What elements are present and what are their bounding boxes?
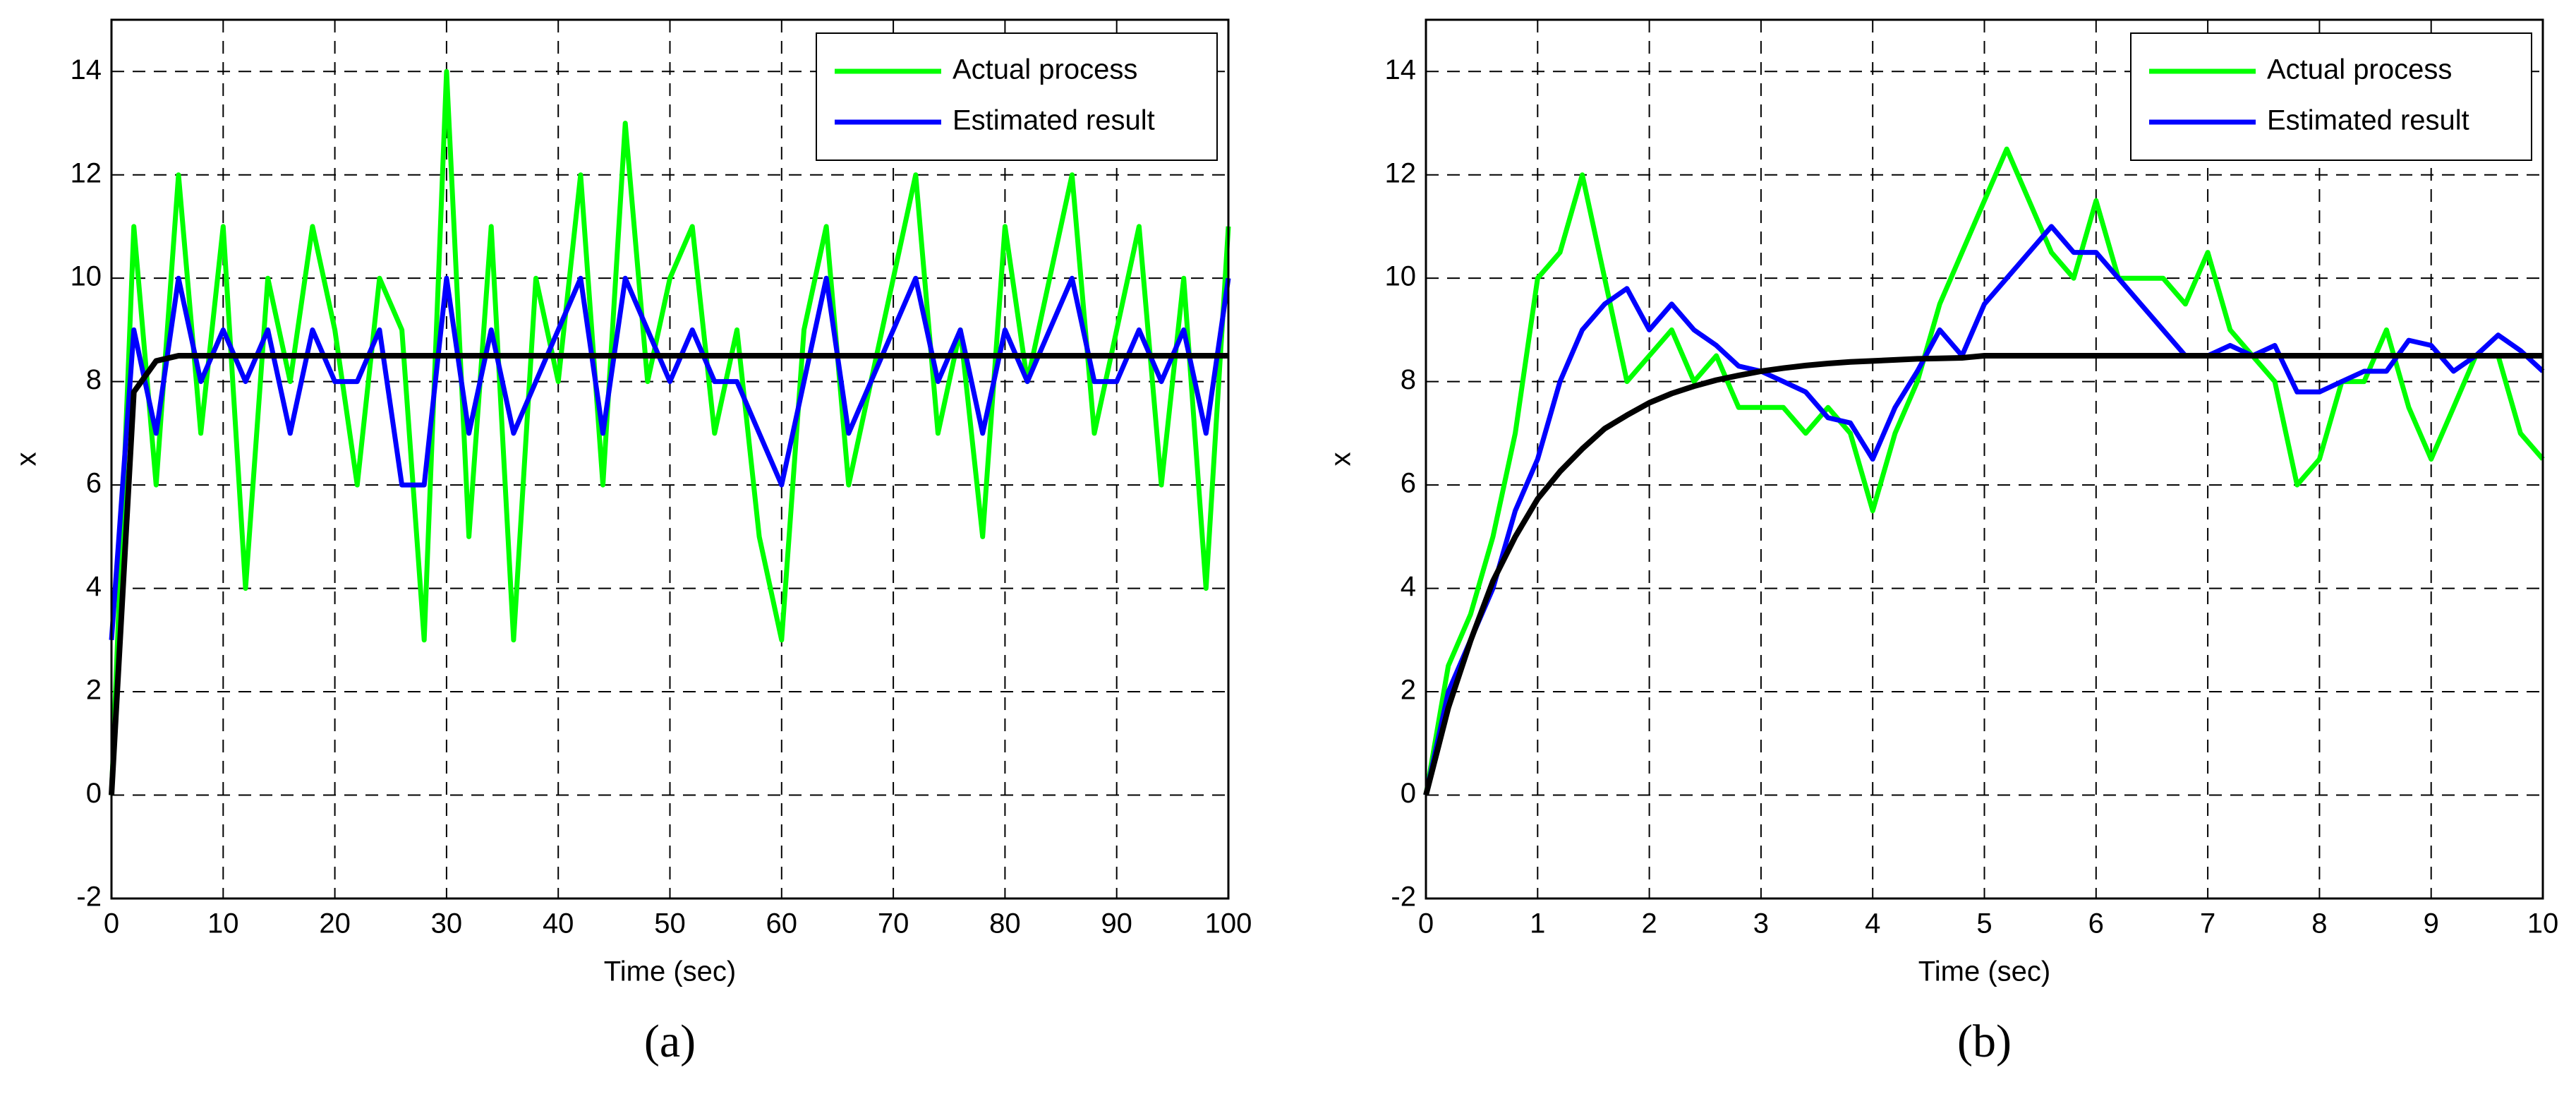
x-tick-label: 40 [543, 908, 574, 939]
x-tick-label: 9 [2424, 908, 2439, 939]
legend-label: Estimated result [2267, 105, 2469, 136]
x-tick-label: 30 [431, 908, 463, 939]
y-tick-label: -2 [1391, 882, 1416, 913]
y-tick-label: 0 [1401, 778, 1416, 809]
series-line [1423, 353, 2543, 796]
y-tick-label: 12 [71, 157, 102, 188]
x-tick-label: 70 [878, 908, 909, 939]
x-tick-label: 50 [654, 908, 686, 939]
y-tick-label: 12 [1385, 157, 1417, 188]
x-tick-label: 2 [1641, 908, 1657, 939]
y-tick-label: 4 [1401, 571, 1416, 602]
x-axis-label: Time (sec) [1918, 956, 2050, 987]
series-line [1423, 224, 2545, 796]
x-tick-label: 60 [766, 908, 798, 939]
legend-label: Estimated result [953, 105, 1155, 136]
y-axis-label: x [1326, 452, 1357, 467]
x-tick-label: 80 [989, 908, 1021, 939]
series-line [109, 68, 1231, 795]
y-tick-label: 14 [1385, 54, 1417, 85]
x-tick-label: 20 [319, 908, 351, 939]
legend-label: Actual process [953, 54, 1137, 85]
y-tick-label: 10 [1385, 261, 1417, 292]
x-tick-label: 10 [2527, 908, 2559, 939]
panel-label: (a) [644, 1016, 696, 1067]
x-tick-label: 100 [1205, 908, 1252, 939]
y-tick-label: 10 [71, 261, 102, 292]
y-tick-label: -2 [76, 882, 102, 913]
y-tick-label: 8 [86, 364, 102, 395]
x-tick-label: 8 [2311, 908, 2327, 939]
x-tick-label: 7 [2200, 908, 2215, 939]
y-tick-label: 0 [86, 778, 102, 809]
x-tick-label: 5 [1976, 908, 1992, 939]
x-axis-label: Time (sec) [604, 956, 736, 987]
y-tick-label: 8 [1401, 364, 1416, 395]
legend-box [2130, 32, 2532, 161]
x-tick-label: 90 [1101, 908, 1132, 939]
x-tick-label: 4 [1865, 908, 1880, 939]
series-line [1423, 146, 2545, 796]
plot-frame [110, 18, 1230, 900]
y-axis-label: x [11, 452, 42, 467]
legend-label: Actual process [2267, 54, 2452, 85]
x-tick-label: 0 [1418, 908, 1434, 939]
legend-box [816, 32, 1218, 161]
series-line [109, 275, 1231, 641]
y-tick-label: 2 [86, 675, 102, 706]
y-tick-label: 14 [71, 54, 102, 85]
y-tick-label: 6 [86, 468, 102, 499]
y-tick-label: 4 [86, 571, 102, 602]
x-tick-label: 6 [2088, 908, 2104, 939]
plot-frame [1425, 18, 2544, 900]
x-tick-label: 1 [1530, 908, 1545, 939]
x-tick-label: 3 [1753, 908, 1769, 939]
y-tick-label: 2 [1401, 675, 1416, 706]
series-line [109, 353, 1228, 795]
x-tick-label: 10 [207, 908, 239, 939]
panel-label: (b) [1957, 1016, 2012, 1067]
x-tick-label: 0 [104, 908, 119, 939]
y-tick-label: 6 [1401, 468, 1416, 499]
